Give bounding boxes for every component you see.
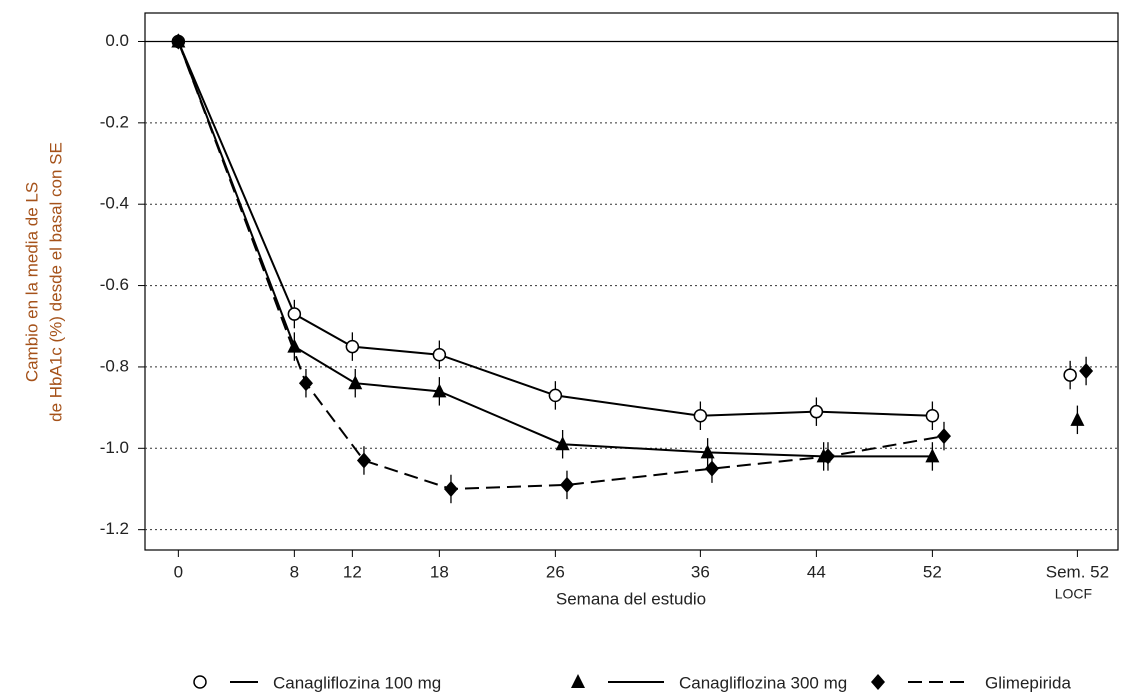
y-tick-label: -1.2 — [100, 519, 129, 538]
x-tick-note: LOCF — [1055, 586, 1092, 602]
data-point — [548, 388, 563, 403]
data-point — [555, 436, 570, 451]
data-point — [1063, 368, 1077, 382]
y-tick-label: -0.4 — [100, 194, 129, 213]
legend-marker — [571, 674, 585, 688]
x-tick-label: 18 — [430, 562, 449, 581]
y-tick-label: -0.6 — [100, 275, 129, 294]
data-point — [936, 428, 951, 445]
legend-label: Canagliflozina 300 mg — [679, 673, 847, 692]
x-tick-label: 26 — [546, 562, 565, 581]
plot-frame — [144, 12, 1119, 551]
y-axis-label: Cambio en la media de LS — [22, 182, 41, 382]
data-point — [704, 460, 719, 477]
data-point — [298, 375, 313, 392]
y-tick-label: -0.2 — [100, 112, 129, 131]
series-line — [177, 41, 945, 490]
x-tick-label: Sem. 52 — [1046, 562, 1109, 581]
legend-label: Glimepirida — [985, 673, 1072, 692]
legend-label: Canagliflozina 100 mg — [273, 673, 441, 692]
data-point — [1070, 411, 1085, 426]
data-point — [171, 33, 186, 50]
y-tick-label: -1.0 — [100, 438, 129, 457]
data-point — [693, 409, 708, 423]
x-tick-label: 12 — [343, 562, 362, 581]
x-tick-label: 44 — [807, 562, 826, 581]
data-point — [925, 409, 940, 423]
data-point — [1079, 363, 1094, 379]
series-line — [177, 41, 933, 417]
data-point — [348, 375, 363, 390]
data-point — [559, 476, 574, 493]
data-point — [925, 448, 940, 463]
y-tick-label: 0.0 — [105, 31, 129, 50]
legend-marker — [193, 675, 207, 689]
data-point — [287, 338, 302, 353]
data-point — [432, 347, 447, 362]
x-tick-label: 8 — [290, 562, 299, 581]
series-line — [177, 41, 933, 458]
data-point — [443, 480, 458, 497]
data-point — [432, 383, 447, 398]
x-tick-label: 0 — [174, 562, 183, 581]
x-tick-label: 52 — [923, 562, 942, 581]
data-point — [700, 444, 715, 459]
data-point — [356, 452, 371, 469]
x-axis-label: Semana del estudio — [556, 589, 706, 608]
y-axis-label: de HbA1c (%) desde el basal con SE — [46, 142, 65, 422]
data-point — [820, 448, 835, 465]
data-point — [287, 307, 302, 321]
data-point — [809, 404, 824, 419]
x-tick-label: 36 — [691, 562, 710, 581]
legend-marker — [871, 674, 885, 690]
data-point — [345, 339, 360, 354]
y-tick-label: -0.8 — [100, 356, 129, 375]
